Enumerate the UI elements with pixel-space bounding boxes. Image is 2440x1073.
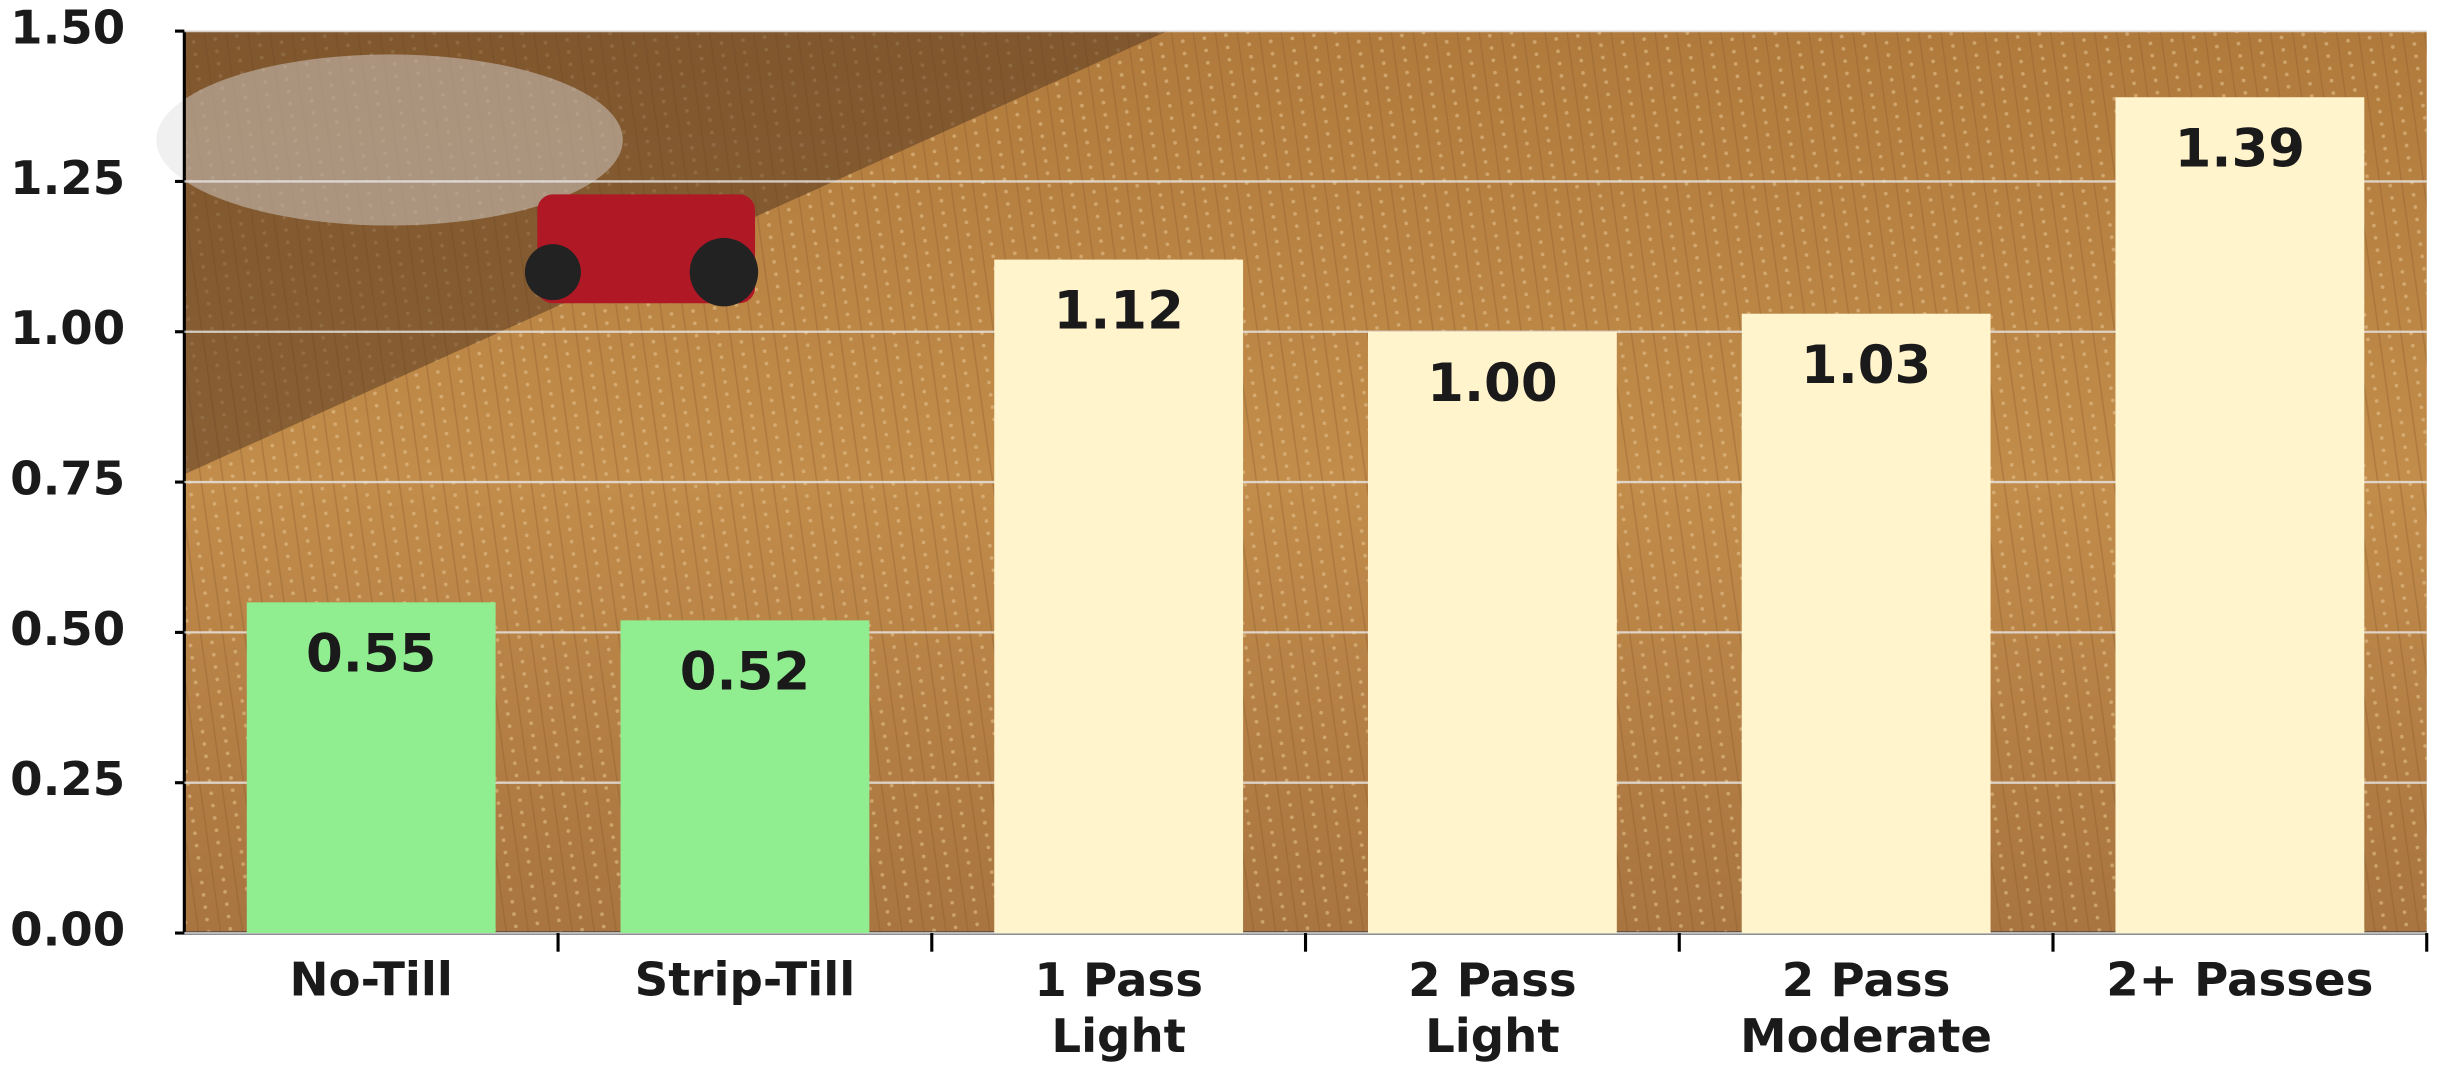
y-tick-label: 1.00: [10, 302, 125, 356]
x-tick-label: 2 Pass Moderate: [1740, 953, 1992, 1063]
y-tick-label: 1.25: [10, 152, 125, 206]
x-tick-label: 1 Pass Light: [1034, 953, 1203, 1063]
bar: [1741, 313, 1991, 934]
value-label: 1.12: [1053, 281, 1183, 342]
y-tick-label: 0.75: [10, 453, 125, 507]
y-tick-label: 1.50: [10, 2, 125, 56]
value-label: 0.52: [680, 641, 810, 702]
x-tick-label: Strip-Till: [635, 953, 856, 1007]
bar: [620, 620, 870, 934]
x-tick-label: 2+ Passes: [2106, 953, 2373, 1007]
bar: [994, 259, 1244, 934]
value-label: 1.03: [1801, 335, 1931, 396]
x-tick-label: No-Till: [290, 953, 453, 1007]
y-tick-label: 0.50: [10, 603, 125, 657]
bar: [1367, 331, 1617, 934]
bar: [2115, 97, 2365, 934]
value-label: 1.00: [1427, 353, 1557, 414]
y-tick-label: 0.00: [10, 904, 125, 958]
bar: [246, 602, 496, 934]
y-tick-label: 0.25: [10, 753, 125, 807]
x-tick-label: 2 Pass Light: [1408, 953, 1577, 1063]
value-label: 1.39: [2175, 118, 2305, 179]
value-label: 0.55: [306, 623, 436, 684]
